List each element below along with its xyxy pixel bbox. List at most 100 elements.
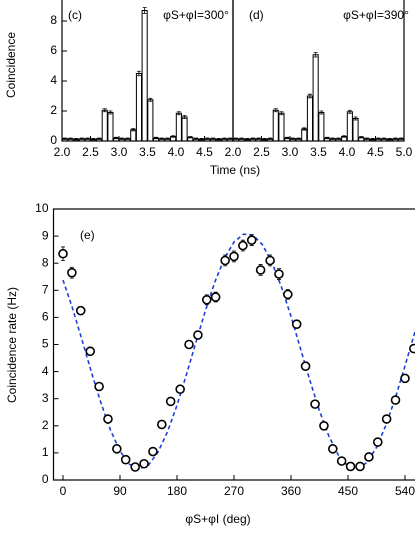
x-tick-label: 360 — [281, 484, 301, 498]
error-bar — [296, 137, 301, 140]
y-tick-label: 0 — [50, 133, 57, 147]
error-bar — [268, 137, 273, 140]
error-bar — [347, 109, 352, 114]
point — [85, 346, 96, 357]
error-bar — [342, 135, 347, 138]
bar — [346, 111, 353, 142]
point — [300, 361, 311, 371]
x-tick-label: 270 — [224, 484, 244, 498]
error-bar — [85, 137, 90, 140]
error-bar — [273, 108, 278, 113]
point — [381, 414, 392, 424]
error-bar — [131, 128, 136, 132]
plot-frame — [52, 208, 415, 481]
y-axis-label: Coincidence — [4, 32, 18, 98]
error-bar — [154, 136, 159, 140]
x-tick-label: 3.0 — [282, 145, 299, 159]
error-bar — [382, 137, 387, 140]
error-bar — [376, 137, 381, 140]
error-bar — [136, 70, 141, 77]
x-tick-label: 3.0 — [111, 145, 128, 159]
error-bar — [216, 138, 221, 141]
error-bar — [256, 137, 261, 140]
error-bar — [353, 116, 358, 121]
error-bar — [182, 115, 187, 119]
error-bar — [114, 136, 119, 140]
point — [94, 381, 104, 392]
x-tick-label: 4.5 — [367, 145, 384, 159]
x-tick-label: 450 — [338, 484, 358, 498]
x-tick-label: 4.0 — [168, 145, 185, 159]
point — [283, 289, 293, 300]
y-axis-label: Coincidence rate (Hz) — [5, 287, 19, 403]
error-bar — [142, 7, 147, 14]
point — [274, 269, 284, 279]
y-tick-label: 2 — [50, 103, 57, 117]
error-bar — [119, 137, 124, 140]
point — [165, 396, 176, 407]
error-bar — [359, 136, 364, 139]
x-axis-label: φS+φI (deg) — [185, 512, 250, 526]
point — [201, 294, 212, 305]
point — [148, 446, 158, 457]
point — [319, 420, 329, 431]
error-bar — [307, 93, 312, 99]
error-bar — [102, 108, 107, 113]
bar — [306, 95, 313, 142]
error-bar — [330, 137, 335, 140]
error-bar — [370, 138, 375, 141]
error-bar — [285, 136, 290, 140]
error-bar — [97, 137, 102, 140]
error-bar — [319, 110, 324, 115]
x-tick-label: 2.0 — [54, 145, 71, 159]
error-bar — [228, 137, 233, 140]
bar — [181, 116, 188, 142]
x-tick-label: 5.0 — [396, 145, 413, 159]
bar — [278, 112, 285, 142]
error-bar — [399, 137, 404, 140]
point — [130, 462, 140, 472]
point — [265, 255, 275, 266]
error-bar — [62, 137, 67, 140]
error-bar — [290, 137, 295, 140]
bar — [107, 112, 114, 142]
y-tick-label: 4 — [42, 364, 49, 378]
error-bar — [393, 137, 398, 140]
bar — [318, 112, 325, 142]
bar — [130, 129, 137, 142]
error-bar — [250, 137, 255, 140]
error-bar — [91, 138, 96, 141]
error-bar — [199, 138, 204, 141]
error-bar — [159, 137, 164, 140]
error-bar — [108, 110, 113, 115]
point — [210, 292, 221, 302]
point — [246, 235, 257, 245]
y-tick-label: 8 — [50, 13, 57, 27]
point — [193, 330, 203, 340]
annotation: φS+φI=390° — [343, 8, 409, 22]
x-tick-label: 0 — [60, 484, 67, 498]
point — [327, 444, 338, 454]
bar — [272, 109, 279, 142]
point — [67, 267, 77, 278]
error-bar — [74, 138, 79, 141]
plot-frame — [232, 0, 405, 142]
x-tick-label: 4.0 — [339, 145, 356, 159]
x-tick-label: 2.5 — [82, 145, 99, 159]
point — [336, 456, 347, 466]
y-tick-label: 8 — [42, 255, 49, 269]
error-bar — [68, 137, 73, 140]
error-bar — [79, 137, 84, 140]
error-bar — [325, 136, 330, 140]
error-bar — [313, 52, 318, 58]
y-tick-label: 10 — [35, 201, 49, 215]
error-bar — [211, 137, 216, 140]
point — [345, 461, 356, 472]
x-tick-label: 3.5 — [310, 145, 327, 159]
error-bar — [176, 111, 181, 116]
point — [355, 461, 365, 472]
x-axis-label: Time (ns) — [210, 163, 260, 177]
point — [139, 458, 149, 469]
point — [175, 384, 185, 395]
